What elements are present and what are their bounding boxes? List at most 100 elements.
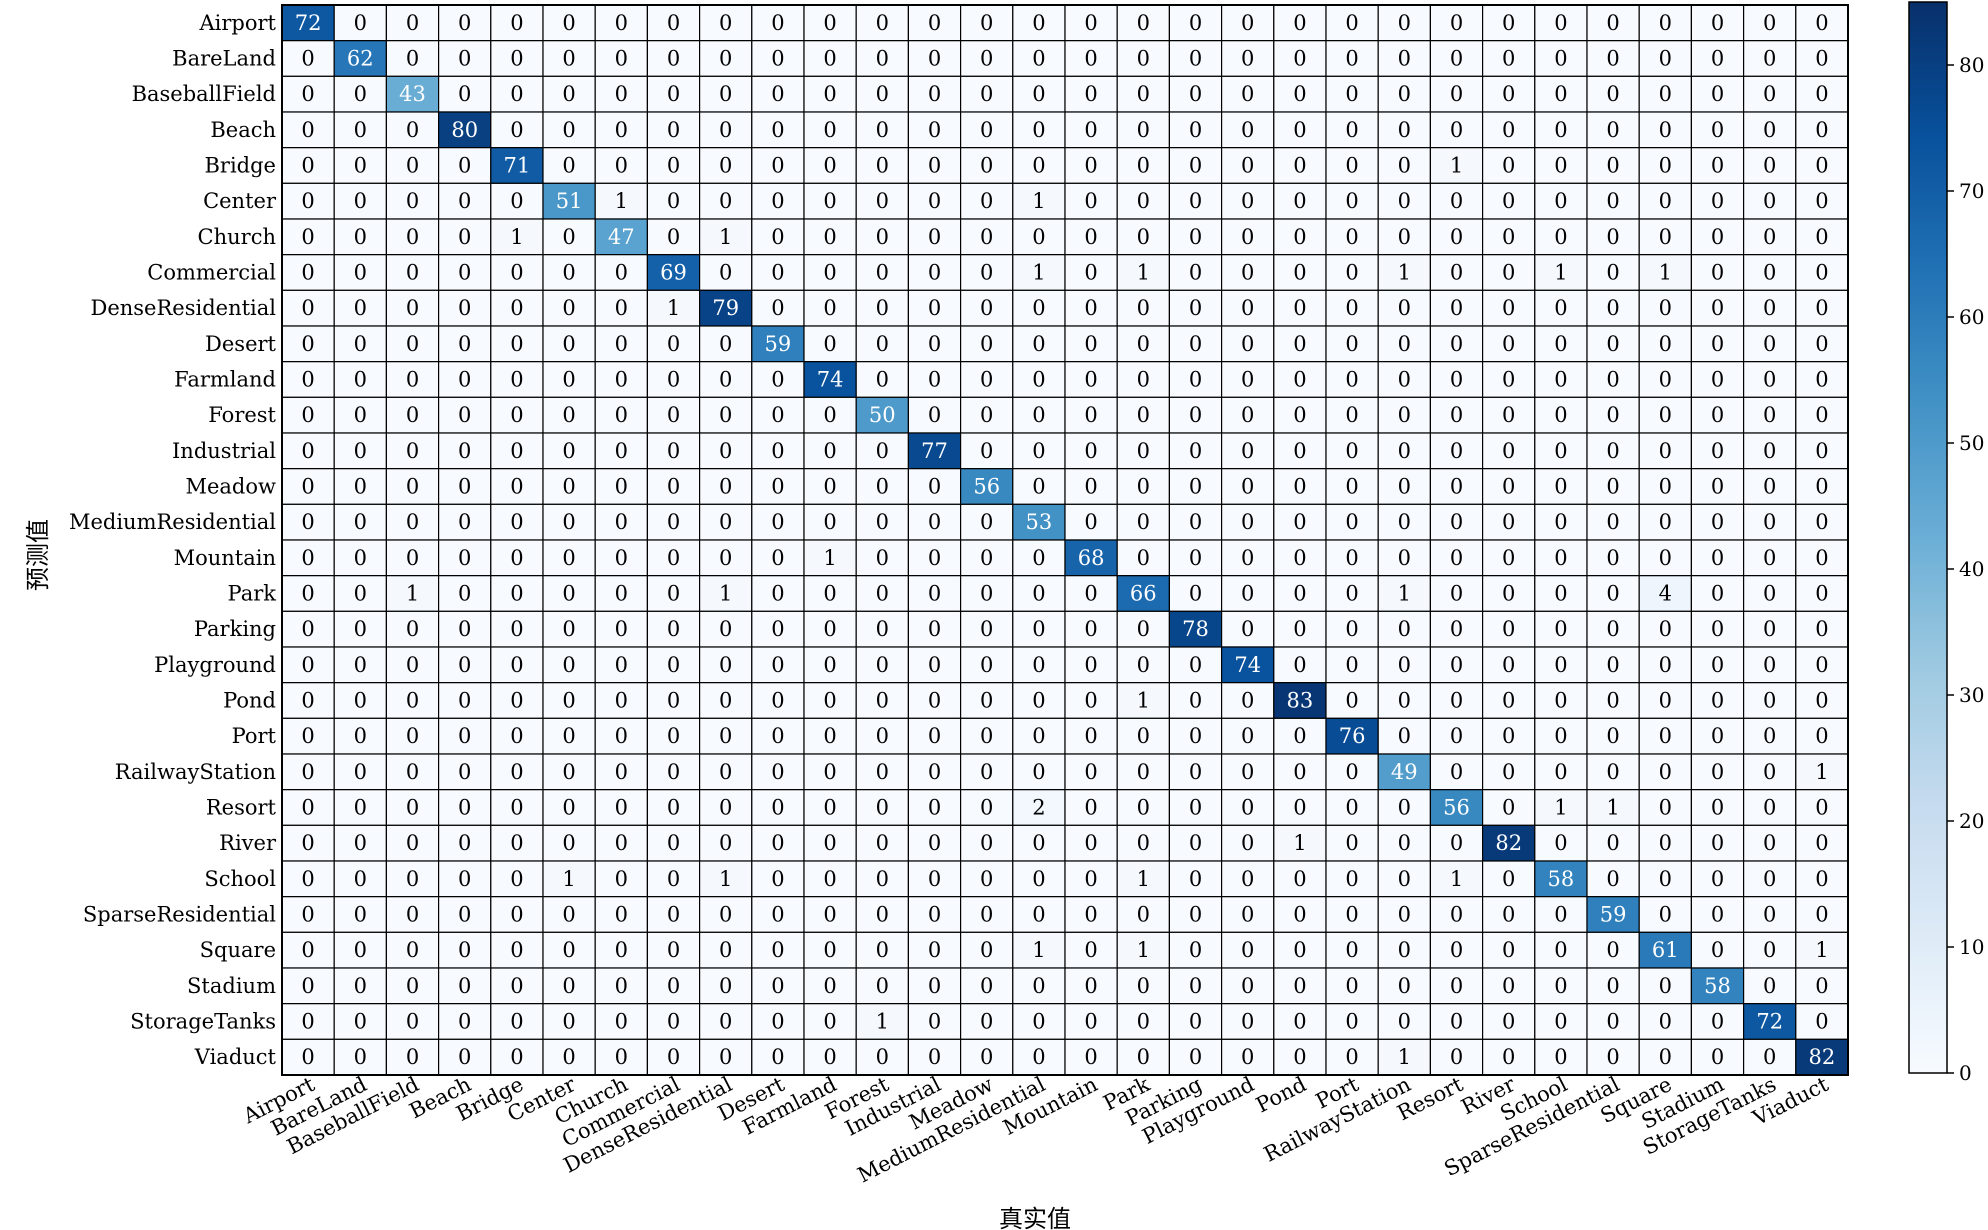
heatmap-cell xyxy=(1690,325,1745,363)
heatmap-cell xyxy=(1377,1038,1431,1076)
cell-value-label: 0 xyxy=(928,154,941,178)
heatmap-cell xyxy=(698,1038,753,1076)
cell-value-label: 0 xyxy=(1084,261,1097,285)
heatmap-cell xyxy=(646,111,701,149)
heatmap-cell xyxy=(855,361,910,398)
heatmap-cell xyxy=(1012,753,1066,791)
cell-value-label: 0 xyxy=(1084,582,1097,606)
heatmap-cell xyxy=(490,575,544,612)
heatmap-cell xyxy=(1012,824,1066,862)
heatmap-cell xyxy=(959,1003,1014,1040)
cell-value-label: 1 xyxy=(1606,796,1619,820)
cell-value-label: 78 xyxy=(1182,617,1209,641)
cell-value-label: 0 xyxy=(1032,1010,1045,1034)
heatmap-cell xyxy=(1168,361,1223,398)
cell-value-label: 0 xyxy=(876,154,889,178)
cell-value-label: 0 xyxy=(1032,831,1045,855)
cell-value-label: 0 xyxy=(1502,47,1515,71)
cell-value-label: 0 xyxy=(667,938,680,962)
heatmap-cell xyxy=(803,539,857,577)
cell-value-label: 0 xyxy=(771,938,784,962)
cell-value-label: 0 xyxy=(1084,796,1097,820)
cell-value-label: 0 xyxy=(1711,11,1724,35)
heatmap-cell xyxy=(1325,896,1379,933)
cell-value-label: 0 xyxy=(615,1010,628,1034)
cell-value-label: 0 xyxy=(1711,261,1724,285)
cell-value-label: 0 xyxy=(1398,867,1411,891)
cell-value-label: 0 xyxy=(980,225,993,249)
cell-value-label: 0 xyxy=(1815,831,1828,855)
cell-value-label: 0 xyxy=(1032,11,1045,35)
cell-value-label: 0 xyxy=(667,903,680,927)
heatmap-cell xyxy=(385,147,440,184)
matrix-frame xyxy=(281,4,1849,1076)
cell-value-label: 2 xyxy=(1032,796,1045,820)
heatmap-cell xyxy=(1690,610,1745,648)
heatmap-cell xyxy=(1638,539,1692,577)
cell-value-label: 0 xyxy=(1606,974,1619,998)
cell-value-label: 0 xyxy=(1659,82,1672,106)
cell-value-label: 0 xyxy=(1137,332,1150,356)
heatmap-cell xyxy=(907,646,962,684)
heatmap-cell xyxy=(646,717,701,755)
cell-value-label: 0 xyxy=(1763,760,1776,784)
heatmap-cell xyxy=(1586,361,1640,398)
cell-value-label: 0 xyxy=(1084,903,1097,927)
cell-value-label: 0 xyxy=(1606,368,1619,392)
cell-value-label: 0 xyxy=(615,403,628,427)
cell-value-label: 0 xyxy=(928,760,941,784)
heatmap-cell xyxy=(855,610,910,648)
cell-value-label: 0 xyxy=(301,368,314,392)
cell-value-label: 0 xyxy=(510,582,523,606)
cell-value-label: 0 xyxy=(406,475,419,499)
cell-value-label: 0 xyxy=(1032,332,1045,356)
cell-value-label: 0 xyxy=(1606,938,1619,962)
heatmap-cell xyxy=(1534,396,1588,434)
heatmap-cell xyxy=(542,468,596,505)
cell-value-label: 0 xyxy=(1241,189,1254,213)
cell-value-label: 0 xyxy=(1815,867,1828,891)
cell-value-label: 0 xyxy=(406,261,419,285)
heatmap-cell xyxy=(855,147,910,184)
cell-value-label: 0 xyxy=(1502,11,1515,35)
heatmap-cell xyxy=(646,610,701,648)
cell-value-label: 61 xyxy=(1652,938,1679,962)
cell-value-label: 0 xyxy=(1241,582,1254,606)
cell-value-label: 0 xyxy=(1293,332,1306,356)
cell-value-label: 0 xyxy=(1659,47,1672,71)
heatmap-cell xyxy=(1429,40,1484,77)
heatmap-cell xyxy=(1638,789,1692,826)
cell-value-label: 0 xyxy=(1450,617,1463,641)
cell-value-label: 0 xyxy=(562,261,575,285)
cell-value-label: 0 xyxy=(1450,1010,1463,1034)
heatmap-cell xyxy=(646,753,701,791)
cell-value-label: 0 xyxy=(667,332,680,356)
cell-value-label: 71 xyxy=(504,154,531,178)
heatmap-cell xyxy=(1168,1003,1223,1040)
heatmap-cell xyxy=(1012,860,1066,898)
cell-value-label: 0 xyxy=(1763,261,1776,285)
heatmap-cell xyxy=(907,1003,962,1040)
cell-value-label: 0 xyxy=(876,368,889,392)
heatmap-cell xyxy=(751,896,805,933)
cell-value-label: 0 xyxy=(1659,332,1672,356)
cell-value-label: 0 xyxy=(301,689,314,713)
cell-value-label: 0 xyxy=(1084,724,1097,748)
heatmap-cell xyxy=(855,646,910,684)
heatmap-cell xyxy=(385,503,440,541)
cell-value-label: 0 xyxy=(301,439,314,463)
heatmap-cell xyxy=(907,967,962,1005)
heatmap-cell xyxy=(490,361,544,398)
cell-value-label: 0 xyxy=(354,796,367,820)
cell-value-label: 0 xyxy=(1502,1045,1515,1069)
heatmap-cell xyxy=(1377,824,1431,862)
cell-value-label: 0 xyxy=(1711,1010,1724,1034)
cell-value-label: 72 xyxy=(1756,1010,1783,1034)
y-tick-label: Airport xyxy=(199,11,277,35)
heatmap-cell xyxy=(1377,610,1431,648)
cell-value-label: 0 xyxy=(928,796,941,820)
cell-value-label: 1 xyxy=(615,189,628,213)
heatmap-cell xyxy=(855,111,910,149)
cell-value-label: 74 xyxy=(1234,653,1261,677)
cell-value-label: 0 xyxy=(823,475,836,499)
